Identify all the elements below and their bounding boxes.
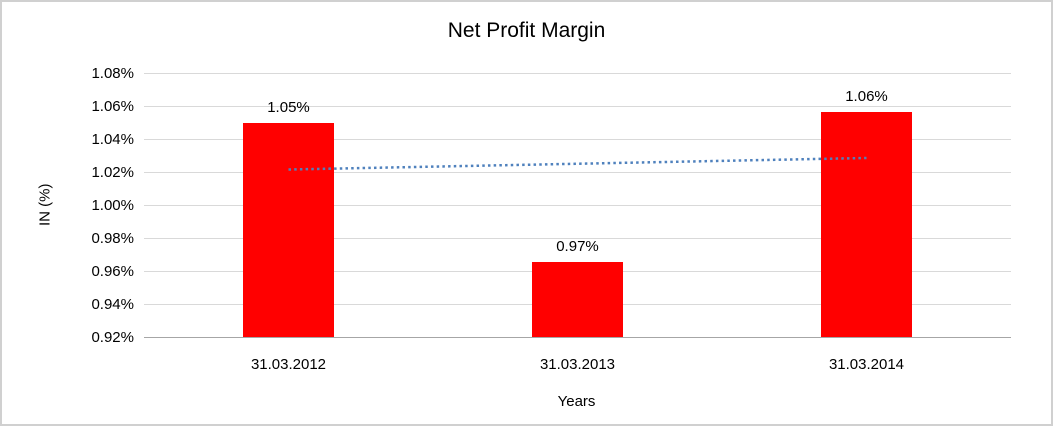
x-tick-label: 31.03.2012 xyxy=(250,356,327,373)
x-tick-label: 31.03.2014 xyxy=(828,356,905,373)
y-tick-label: 1.02% xyxy=(91,164,134,181)
trendline xyxy=(288,156,867,171)
y-tick-label: 0.92% xyxy=(91,329,134,346)
y-tick-label: 1.08% xyxy=(91,65,134,82)
gridline xyxy=(144,73,1011,74)
bar-value-label: 1.05% xyxy=(267,98,310,116)
y-tick-label: 1.04% xyxy=(91,131,134,148)
bar-value-label: 0.97% xyxy=(556,237,599,255)
bar-31.03.2013 xyxy=(532,261,623,337)
y-tick-label: 1.00% xyxy=(91,197,134,214)
y-tick-label: 0.98% xyxy=(91,230,134,247)
gridline xyxy=(144,205,1011,206)
y-tick-label: 0.94% xyxy=(91,296,134,313)
bar-31.03.2012 xyxy=(243,122,334,337)
x-axis-line xyxy=(144,337,1011,338)
plot-area: 1.05% 0.97% 1.06% xyxy=(144,73,1011,339)
trendline-layer xyxy=(288,156,867,171)
gridline xyxy=(144,172,1011,173)
y-axis-tick-labels: 1.08% 1.06% 1.04% 1.02% 1.00% 0.98% 0.96% 0.94%… xyxy=(2,2,134,424)
bar-31.03.2014 xyxy=(821,111,912,337)
gridline xyxy=(144,238,1011,239)
bar-value-label: 1.06% xyxy=(845,87,888,105)
x-axis-title: Years xyxy=(557,393,596,410)
gridline xyxy=(144,139,1011,140)
y-tick-label: 1.06% xyxy=(91,98,134,115)
x-tick-label: 31.03.2013 xyxy=(539,356,616,373)
gridline xyxy=(144,106,1011,107)
x-axis-tick-labels: 31.03.2012 31.03.2013 31.03.2014 xyxy=(144,355,1011,375)
y-tick-label: 0.96% xyxy=(91,263,134,280)
chart-title: Net Profit Margin xyxy=(447,19,606,42)
